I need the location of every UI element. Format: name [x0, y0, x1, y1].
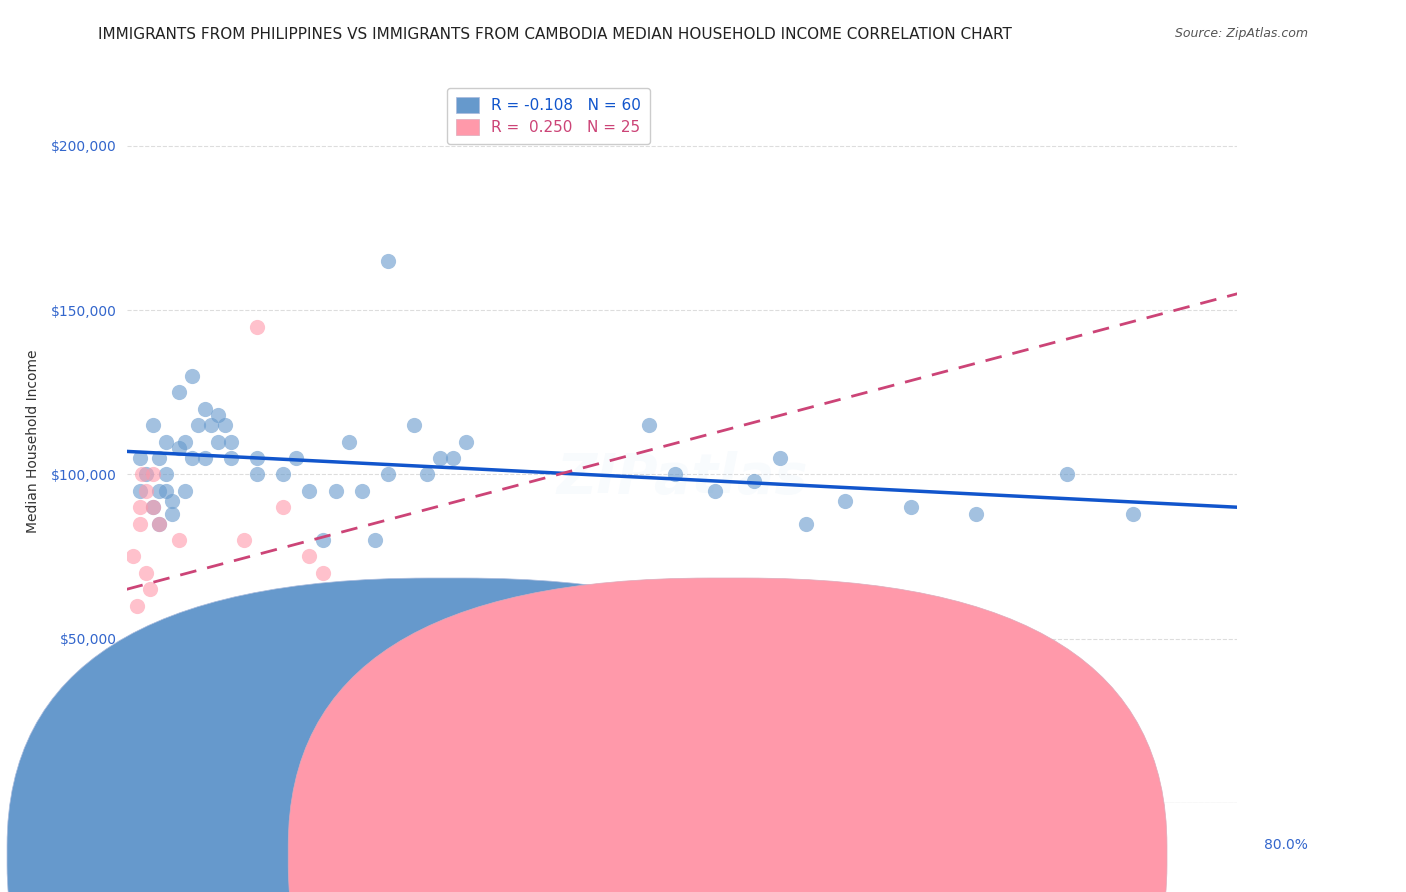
Point	[377, 253, 399, 268]
Text: Immigrants from Cambodia: Immigrants from Cambodia	[724, 843, 907, 856]
Point	[167, 533, 190, 547]
Point	[125, 599, 148, 613]
Point	[377, 467, 399, 482]
Point	[135, 566, 157, 580]
Point	[155, 467, 177, 482]
Point	[155, 434, 177, 449]
Point	[142, 500, 165, 515]
Point	[273, 500, 295, 515]
Point	[311, 566, 333, 580]
Point	[207, 409, 229, 423]
Point	[769, 450, 792, 465]
Point	[207, 434, 229, 449]
Point	[200, 418, 222, 433]
Point	[219, 450, 242, 465]
Point	[128, 483, 150, 498]
Point	[298, 483, 321, 498]
Point	[298, 549, 321, 564]
Point	[139, 582, 162, 597]
Point	[311, 533, 333, 547]
Point	[180, 450, 202, 465]
Point	[285, 450, 308, 465]
Point	[148, 483, 170, 498]
Point	[246, 319, 269, 334]
Text: IMMIGRANTS FROM PHILIPPINES VS IMMIGRANTS FROM CAMBODIA MEDIAN HOUSEHOLD INCOME : IMMIGRANTS FROM PHILIPPINES VS IMMIGRANT…	[98, 27, 1012, 42]
Point	[572, 632, 595, 646]
Point	[273, 467, 295, 482]
Point	[703, 483, 725, 498]
Point	[233, 533, 256, 547]
Point	[572, 632, 595, 646]
Point	[167, 385, 190, 400]
Point	[214, 418, 236, 433]
Text: 0.0%: 0.0%	[98, 838, 134, 853]
Legend: R = -0.108   N = 60, R =  0.250   N = 25: R = -0.108 N = 60, R = 0.250 N = 25	[447, 88, 651, 145]
Point	[155, 665, 177, 679]
Text: Source: ZipAtlas.com: Source: ZipAtlas.com	[1174, 27, 1308, 40]
Point	[742, 474, 765, 488]
Point	[162, 507, 184, 521]
Point	[162, 493, 184, 508]
Point	[142, 467, 165, 482]
Y-axis label: Median Household Income: Median Household Income	[25, 350, 39, 533]
Point	[416, 467, 439, 482]
Point	[350, 483, 373, 498]
Point	[402, 418, 425, 433]
Point	[900, 500, 922, 515]
Point	[364, 533, 387, 547]
Point	[128, 500, 150, 515]
Point	[794, 516, 817, 531]
Point	[1056, 467, 1078, 482]
Point	[128, 450, 150, 465]
Point	[219, 434, 242, 449]
Point	[325, 483, 347, 498]
Text: ZIPatlas: ZIPatlas	[557, 450, 807, 505]
Point	[441, 450, 464, 465]
Point	[599, 648, 621, 662]
Text: 80.0%: 80.0%	[1264, 838, 1308, 853]
Point	[337, 434, 360, 449]
Point	[194, 401, 217, 416]
Point	[508, 599, 530, 613]
Point	[965, 507, 987, 521]
Point	[128, 516, 150, 531]
Point	[586, 615, 609, 630]
Point	[180, 368, 202, 383]
Point	[155, 483, 177, 498]
Point	[122, 549, 145, 564]
Point	[429, 450, 451, 465]
Point	[148, 516, 170, 531]
Point	[148, 648, 170, 662]
Point	[246, 450, 269, 465]
Point	[142, 500, 165, 515]
Point	[135, 483, 157, 498]
Point	[533, 632, 555, 646]
Point	[187, 418, 209, 433]
Point	[246, 467, 269, 482]
Point	[180, 648, 202, 662]
Point	[174, 434, 197, 449]
Point	[174, 483, 197, 498]
Point	[638, 418, 661, 433]
Point	[142, 418, 165, 433]
Point	[547, 648, 569, 662]
Point	[148, 450, 170, 465]
Point	[135, 467, 157, 482]
Point	[456, 434, 478, 449]
Point	[148, 516, 170, 531]
Point	[664, 467, 686, 482]
Text: Immigrants from Philippines: Immigrants from Philippines	[440, 843, 628, 856]
Point	[834, 493, 856, 508]
Point	[194, 450, 217, 465]
Point	[131, 467, 153, 482]
Point	[167, 441, 190, 455]
Point	[167, 648, 190, 662]
Point	[194, 648, 217, 662]
Point	[1122, 507, 1144, 521]
